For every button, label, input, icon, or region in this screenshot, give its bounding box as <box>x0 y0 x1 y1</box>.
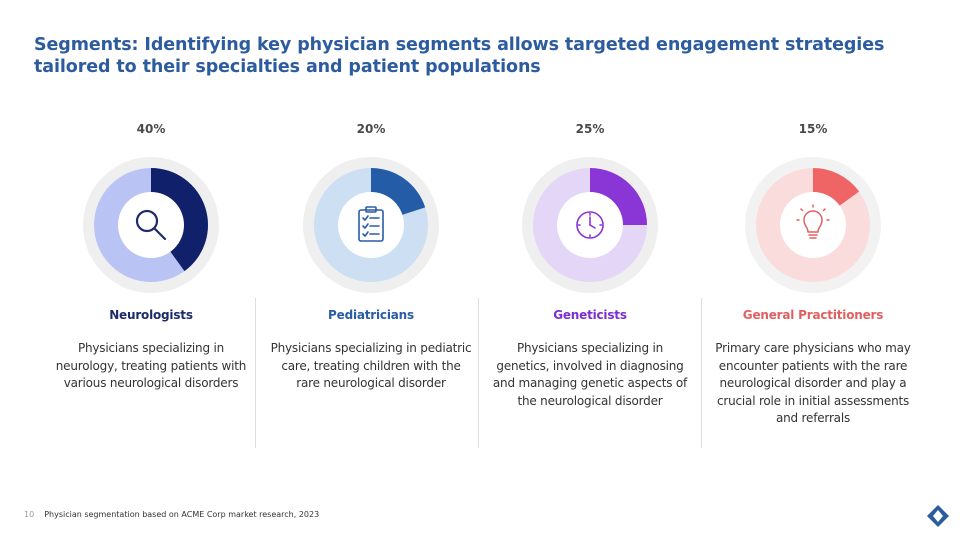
source-note: Physician segmentation based on ACME Cor… <box>44 510 320 519</box>
column-divider <box>478 298 479 448</box>
segment-geneticists: 25% Geneticists Physicians specializing … <box>479 112 701 452</box>
segment-percent: 25% <box>575 122 605 136</box>
segment-title: Neurologists <box>109 308 193 322</box>
lightbulb-icon <box>796 204 830 239</box>
donut-chart <box>303 157 439 293</box>
page-number: 10 <box>24 510 35 519</box>
segment-title: Pediatricians <box>328 308 414 322</box>
segment-neurologists: 40% Neurologists Physicians specializing… <box>40 112 262 452</box>
segment-percent: 15% <box>798 122 828 136</box>
donut-chart <box>522 157 658 293</box>
segment-description: Physicians specializing in neurology, tr… <box>55 341 247 390</box>
segment-title: Geneticists <box>553 308 627 322</box>
segment-description: Physicians specializing in genetics, inv… <box>492 341 688 408</box>
donut-chart <box>83 157 219 293</box>
segment-percent: 40% <box>136 122 166 136</box>
column-divider <box>255 298 256 448</box>
segment-description: Physicians specializing in pediatric car… <box>270 341 472 390</box>
brand-logo-icon <box>927 505 949 527</box>
segment-pediatricians: 20% Pediatricians Physicians specializin… <box>260 112 482 452</box>
segment-general-practitioners: 15% General Practitioners Primary care p… <box>702 112 924 452</box>
clipboard-checklist-icon <box>358 206 384 242</box>
column-divider <box>701 298 702 448</box>
segment-percent: 20% <box>356 122 386 136</box>
page-title: Segments: Identifying key physician segm… <box>34 35 885 77</box>
clock-icon <box>576 211 604 239</box>
footer: 10 Physician segmentation based on ACME … <box>24 510 319 519</box>
donut-chart <box>745 157 881 293</box>
segment-description: Primary care physicians who may encounte… <box>715 341 911 425</box>
segment-title: General Practitioners <box>742 308 884 322</box>
magnifier-icon <box>135 209 167 241</box>
